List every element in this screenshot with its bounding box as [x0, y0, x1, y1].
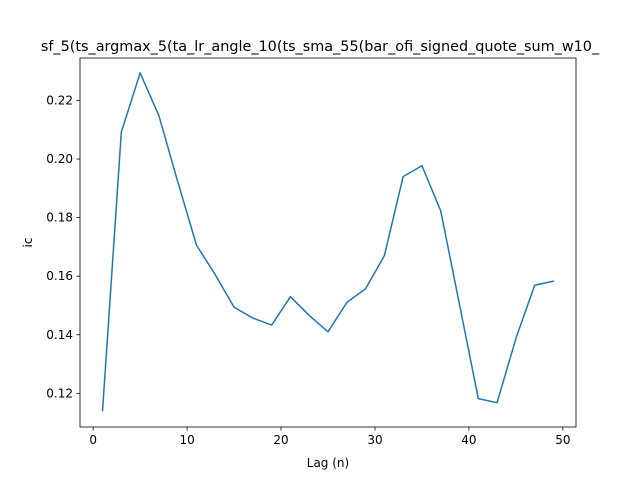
ic-series-line [101, 72, 555, 412]
x-tick-label: 20 [273, 433, 288, 447]
y-tick-label: 0.22 [46, 93, 73, 107]
x-tick-label: 30 [367, 433, 382, 447]
x-tick-label: 0 [89, 433, 97, 447]
y-axis-ticks: 0.12 0.14 0.16 0.18 0.20 0.22 [46, 93, 80, 400]
x-axis-label: Lag (n) [307, 456, 349, 470]
y-tick-label: 0.14 [46, 328, 73, 342]
y-tick-label: 0.20 [46, 152, 73, 166]
y-tick-label: 0.18 [46, 211, 73, 225]
chart-title: sf_5(ts_argmax_5(ta_lr_angle_10(ts_sma_5… [41, 39, 600, 55]
y-axis-label: ic [21, 238, 35, 248]
x-tick-label: 10 [179, 433, 194, 447]
x-tick-label: 50 [555, 433, 570, 447]
series-layer [101, 72, 555, 412]
x-tick-label: 40 [461, 433, 476, 447]
plot-area-frame [79, 57, 577, 428]
y-tick-label: 0.16 [46, 269, 73, 283]
x-axis-ticks: 0 10 20 30 40 50 [89, 427, 570, 447]
y-tick-label: 0.12 [46, 386, 73, 400]
